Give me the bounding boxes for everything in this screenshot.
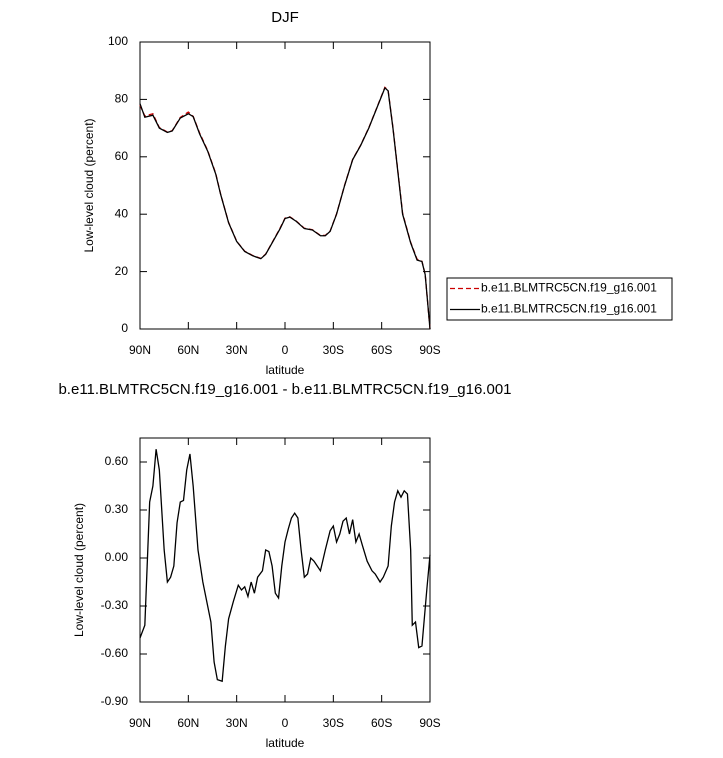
x-axis-label: latitude bbox=[266, 736, 305, 750]
x-tick-label: 90N bbox=[129, 716, 151, 730]
data-line bbox=[139, 449, 431, 683]
x-tick-label: 0 bbox=[282, 716, 289, 730]
y-tick-label: 60 bbox=[115, 149, 129, 163]
y-tick-label: 0.30 bbox=[105, 502, 129, 516]
legend-box bbox=[446, 277, 673, 321]
y-tick-label: 20 bbox=[115, 264, 129, 278]
data-line bbox=[139, 86, 431, 330]
y-tick-label: 0.00 bbox=[105, 550, 129, 564]
x-tick-label: 30S bbox=[323, 716, 344, 730]
y-tick-label: -0.90 bbox=[101, 694, 129, 708]
x-tick-label: 60N bbox=[177, 716, 199, 730]
x-tick-label: 30N bbox=[226, 343, 248, 357]
x-tick-label: 0 bbox=[282, 343, 289, 357]
x-tick-label: 60N bbox=[177, 343, 199, 357]
y-axis-label: Low-level cloud (percent) bbox=[82, 118, 96, 252]
x-axis-label: latitude bbox=[266, 363, 305, 377]
y-tick-label: 80 bbox=[115, 92, 129, 106]
legend-label: b.e11.BLMTRC5CN.f19_g16.001 bbox=[481, 302, 657, 316]
y-tick-label: 40 bbox=[115, 206, 129, 220]
legend-label: b.e11.BLMTRC5CN.f19_g16.001 bbox=[481, 281, 657, 295]
x-tick-label: 60S bbox=[371, 716, 392, 730]
y-tick-label: -0.60 bbox=[101, 646, 129, 660]
y-tick-label: 0.60 bbox=[105, 454, 129, 468]
x-tick-label: 90N bbox=[129, 343, 151, 357]
chart-title: DJF bbox=[271, 9, 299, 26]
plot-frame bbox=[139, 437, 431, 703]
y-tick-label: 100 bbox=[108, 34, 128, 48]
y-tick-label: 0 bbox=[121, 321, 128, 335]
x-tick-label: 30S bbox=[323, 343, 344, 357]
x-tick-label: 60S bbox=[371, 343, 392, 357]
x-tick-label: 90S bbox=[419, 343, 440, 357]
data-line bbox=[139, 86, 431, 330]
plot-frame bbox=[139, 41, 431, 330]
y-axis-label: Low-level cloud (percent) bbox=[72, 503, 86, 637]
x-tick-label: 90S bbox=[419, 716, 440, 730]
x-tick-label: 30N bbox=[226, 716, 248, 730]
y-tick-label: -0.30 bbox=[101, 598, 129, 612]
chart-title: b.e11.BLMTRC5CN.f19_g16.001 - b.e11.BLMT… bbox=[58, 381, 511, 398]
